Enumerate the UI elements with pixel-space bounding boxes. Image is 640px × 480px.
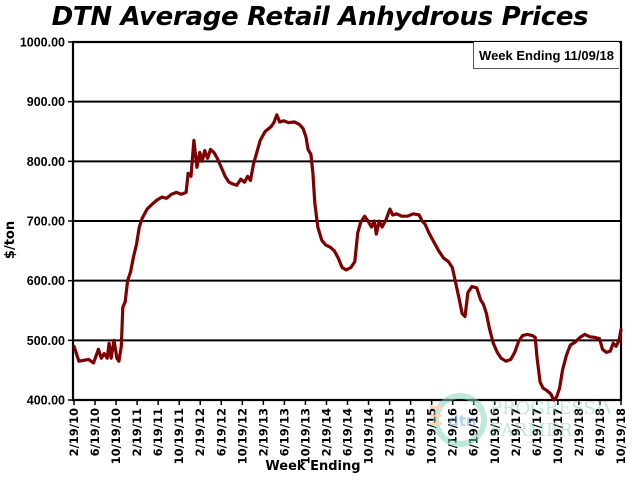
y-tick-label: 600.00	[27, 274, 65, 288]
y-tick-label: 1000.00	[20, 36, 65, 50]
plot-frame	[71, 40, 623, 402]
x-tick-label: 6/19/13	[277, 408, 291, 456]
x-tick-label: 2/19/17	[509, 408, 523, 456]
x-tick-label: 6/19/15	[404, 408, 418, 456]
y-axis-ticks: 1000.00 900.00 800.00 700.00 600.00 500.00 400…	[20, 36, 73, 408]
x-tick-label: 2/19/12	[193, 408, 207, 456]
y-tick-label: 700.00	[27, 215, 65, 229]
x-tick-label: 6/19/10	[88, 408, 102, 456]
x-tick-label: 2/19/14	[319, 408, 333, 456]
x-axis-ticks: 2/19/10 6/19/10 10/19/10 2/19/11 6/19/11 10/1…	[67, 400, 628, 464]
x-tick-label: 2/19/18	[572, 408, 586, 456]
x-tick-label: 6/19/12	[214, 408, 228, 456]
x-tick-label: 2/19/10	[67, 408, 81, 456]
y-tick-label: 800.00	[27, 155, 65, 169]
y-tick-label: 900.00	[27, 95, 65, 109]
x-tick-label: 10/19/18	[614, 408, 628, 464]
x-tick-label: 2/19/11	[130, 408, 144, 456]
x-tick-label: 10/19/17	[551, 408, 565, 464]
x-tick-label: 10/19/14	[362, 408, 376, 464]
x-tick-label: 6/19/18	[593, 408, 607, 456]
chart-title: DTN Average Retail Anhydrous Prices	[51, 2, 589, 32]
x-tick-label: 10/19/15	[425, 408, 439, 464]
x-tick-label: 10/19/10	[109, 408, 123, 464]
y-axis-label: $/ton	[3, 221, 18, 259]
x-tick-label: 6/19/11	[151, 408, 165, 456]
y-tick-label: 500.00	[27, 334, 65, 348]
x-tick-label: 2/19/16	[446, 408, 460, 456]
x-tick-label: 10/19/16	[488, 408, 502, 464]
price-line	[72, 113, 623, 402]
x-tick-label: 6/19/17	[530, 408, 544, 456]
gridlines	[73, 100, 621, 342]
x-tick-label: 6/19/14	[341, 408, 355, 456]
x-tick-label: 10/19/12	[235, 408, 249, 464]
x-tick-label: 2/19/13	[256, 408, 270, 456]
x-tick-label: 2/19/15	[383, 408, 397, 456]
x-tick-label: 6/19/16	[467, 408, 481, 456]
week-ending-annotation: Week Ending 11/09/18	[473, 42, 619, 69]
x-axis-label: Week Ending	[265, 459, 360, 474]
x-tick-label: 10/19/11	[172, 408, 186, 464]
y-tick-label: 400.00	[27, 394, 65, 408]
x-tick-label: 10/19/13	[298, 408, 312, 464]
